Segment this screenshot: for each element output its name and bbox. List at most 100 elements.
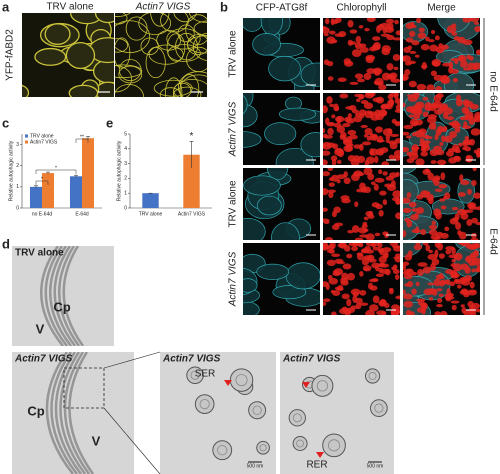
chloroplast <box>406 268 414 277</box>
micrograph <box>243 93 320 165</box>
chloroplast <box>467 290 477 296</box>
chloroplast <box>364 110 374 119</box>
chloroplast <box>464 146 471 152</box>
chloroplast <box>392 245 400 249</box>
chloroplast <box>450 58 461 62</box>
chloroplast <box>405 22 414 29</box>
chloroplast <box>434 134 439 141</box>
chloroplast <box>405 135 412 139</box>
chloroplast <box>340 131 347 139</box>
chloroplast <box>451 120 460 128</box>
chloroplast <box>440 205 447 210</box>
label: TRV alone <box>46 2 94 13</box>
chloroplast <box>436 288 443 292</box>
chloroplast <box>454 213 460 221</box>
cell <box>193 20 207 36</box>
chloroplast <box>404 61 412 66</box>
chloroplast <box>347 230 354 234</box>
chloroplast <box>385 139 390 143</box>
chloroplast <box>344 116 352 123</box>
chloroplast <box>337 77 347 83</box>
chloroplast <box>357 243 364 248</box>
chloroplast <box>326 61 334 67</box>
chloroplast <box>374 232 381 237</box>
chloroplast <box>353 171 358 177</box>
chloroplast <box>389 133 400 137</box>
arrowhead <box>224 380 232 386</box>
y-tick-label: 3 <box>16 142 19 148</box>
chloroplast <box>417 32 426 40</box>
chloroplast <box>451 258 456 263</box>
chloroplast <box>381 161 390 165</box>
chloroplast <box>351 246 358 252</box>
vesicle-core <box>292 413 302 423</box>
chloroplast <box>323 188 329 196</box>
chloroplast <box>390 78 400 83</box>
chloroplast <box>469 307 476 314</box>
chloroplast <box>356 252 364 261</box>
chloroplast <box>392 269 400 275</box>
chloroplast <box>431 103 441 109</box>
chloroplast <box>386 63 394 71</box>
chloroplast <box>429 224 438 230</box>
chloroplast <box>404 69 411 76</box>
chloroplast <box>355 297 363 304</box>
chloroplast-membrane <box>62 246 85 346</box>
chloroplast <box>372 97 383 103</box>
chloroplast <box>468 118 475 125</box>
vesicle-core <box>252 405 262 415</box>
chloroplast <box>323 220 330 225</box>
chloroplast <box>359 143 364 151</box>
chloroplast <box>469 18 480 22</box>
vesicle-core <box>259 444 267 452</box>
chloroplast <box>471 232 477 239</box>
chloroplast <box>459 174 464 182</box>
chloroplast <box>442 125 448 132</box>
legend-swatch <box>25 140 28 144</box>
chloroplast <box>415 226 420 234</box>
image-title: TRV alone <box>15 248 64 259</box>
chloroplast <box>365 93 372 96</box>
x-tick-label: E-64d <box>75 211 89 217</box>
chloroplast <box>422 168 431 175</box>
chloroplast <box>409 50 417 54</box>
chloroplast <box>464 275 472 281</box>
chloroplast <box>470 128 480 136</box>
chloroplast <box>416 18 422 24</box>
chloroplast <box>331 114 336 119</box>
legend-label: TRV alone <box>30 133 54 139</box>
chloroplast <box>435 128 442 136</box>
chloroplast <box>323 150 331 156</box>
chloroplast <box>450 68 460 74</box>
vesicle <box>256 440 270 455</box>
chloroplast <box>390 310 400 315</box>
chloroplast <box>458 142 464 147</box>
chloroplast <box>364 267 370 271</box>
chloroplast <box>395 171 400 177</box>
chloroplast <box>373 183 379 191</box>
chloroplast <box>369 148 375 156</box>
vesicle <box>369 399 388 417</box>
label: Actin7 VIGS <box>228 101 239 157</box>
chloroplast <box>363 72 372 81</box>
micrograph <box>403 243 480 315</box>
chloroplast <box>425 244 431 252</box>
chloroplast <box>445 249 452 255</box>
vesicle <box>292 436 308 451</box>
chloroplast <box>394 122 400 127</box>
chloroplast <box>331 19 339 25</box>
chloroplast <box>440 76 450 84</box>
chloroplast <box>422 96 429 101</box>
chloroplast <box>341 198 351 204</box>
chloroplast <box>403 55 407 62</box>
chloroplast <box>472 62 480 70</box>
chloroplast <box>424 101 432 110</box>
chloroplast-membrane <box>50 352 78 474</box>
label: 500 nm <box>367 463 384 469</box>
chloroplast <box>365 210 373 217</box>
chloroplast-membrane <box>45 352 74 474</box>
chloroplast <box>342 122 351 128</box>
chloroplast <box>378 109 388 117</box>
significance-bracket <box>75 138 89 143</box>
chloroplast <box>440 232 449 239</box>
